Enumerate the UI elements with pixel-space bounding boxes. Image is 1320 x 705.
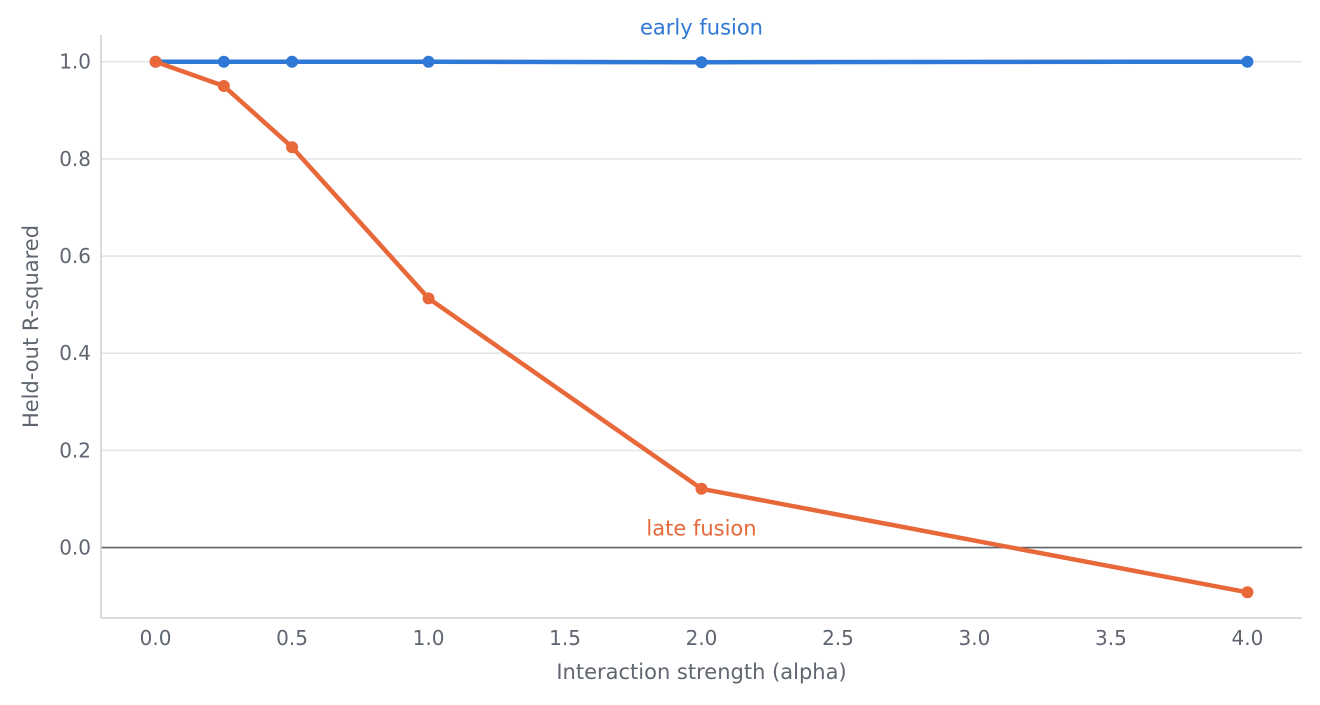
y-tick-label: 0.4 — [59, 341, 91, 365]
y-tick-label: 0.6 — [59, 244, 91, 268]
series-0 — [149, 55, 1254, 69]
x-tick-label: 1.5 — [549, 626, 581, 650]
grid-lines — [101, 60, 1302, 452]
y-tick-label: 1.0 — [59, 50, 91, 74]
x-tick-label: 3.5 — [1095, 626, 1127, 650]
series-line — [153, 59, 1250, 65]
x-axis-title: Interaction strength (alpha) — [556, 660, 846, 684]
data-point — [695, 56, 708, 69]
x-tick-label: 0.5 — [276, 626, 308, 650]
x-tick-label: 3.0 — [959, 626, 991, 650]
y-tick-label: 0.8 — [59, 147, 91, 171]
y-tick-labels: 0.0 0.2 0.4 0.6 0.8 1.0 — [59, 50, 91, 560]
x-tick-label: 4.0 — [1232, 626, 1264, 650]
x-tick-label: 0.0 — [140, 626, 172, 650]
data-point — [149, 55, 162, 68]
x-tick-label: 1.0 — [413, 626, 445, 650]
data-point — [286, 55, 299, 68]
data-point — [422, 55, 435, 68]
data-point — [217, 55, 230, 68]
x-tick-labels: 0.0 0.5 1.0 1.5 2.0 2.5 3.0 3.5 4.0 — [140, 626, 1264, 650]
y-tick-label: 0.2 — [59, 438, 91, 462]
series-label-early-fusion: early fusion — [640, 16, 763, 40]
series-1 — [149, 55, 1254, 599]
data-point — [217, 80, 230, 93]
x-tick-label: 2.5 — [822, 626, 854, 650]
series-layer — [149, 55, 1254, 599]
series-label-late-fusion: late fusion — [646, 517, 756, 541]
series-line — [153, 59, 1250, 595]
data-point — [1241, 55, 1254, 68]
data-point — [286, 141, 299, 154]
data-point — [695, 482, 708, 495]
y-tick-label: 0.0 — [59, 536, 91, 560]
x-tick-label: 2.0 — [686, 626, 718, 650]
data-point — [422, 292, 435, 305]
y-axis-title: Held-out R-squared — [19, 225, 43, 428]
data-point — [1241, 586, 1254, 599]
